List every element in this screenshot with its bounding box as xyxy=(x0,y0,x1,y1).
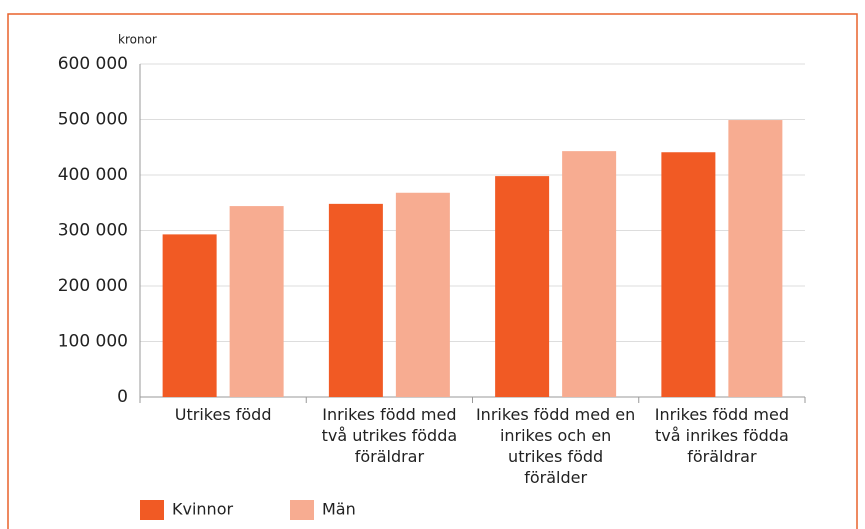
x-tick-label: Utrikes född xyxy=(174,405,272,424)
frame xyxy=(7,13,858,529)
y-tick-label: 200 000 xyxy=(58,276,128,296)
legend-swatch xyxy=(290,500,314,520)
y-tick-label: 100 000 xyxy=(58,332,128,352)
bar xyxy=(728,120,783,398)
x-tick-label: Inrikes född med två inrikes födda föräl… xyxy=(654,405,789,466)
legend-swatch xyxy=(140,500,164,520)
bar xyxy=(162,234,217,397)
bar xyxy=(229,206,284,397)
y-tick-label: 600 000 xyxy=(58,54,128,74)
y-tick-label: 0 xyxy=(117,387,128,407)
y-tick-label: 500 000 xyxy=(58,110,128,130)
bar xyxy=(562,151,617,397)
bar xyxy=(395,192,450,397)
y-axis-label: kronor xyxy=(118,33,157,47)
x-tick-label: Inrikes född med en inrikes och en utrik… xyxy=(475,405,636,487)
bar xyxy=(661,152,716,397)
x-tick-label: Inrikes född med två utrikes födda föräl… xyxy=(321,405,458,466)
bar xyxy=(328,203,383,397)
bar xyxy=(495,176,550,397)
y-tick-label: 400 000 xyxy=(58,165,128,185)
y-tick-label: 300 000 xyxy=(58,221,128,241)
legend-label: Kvinnor xyxy=(172,500,233,519)
legend-label: Män xyxy=(322,500,356,519)
